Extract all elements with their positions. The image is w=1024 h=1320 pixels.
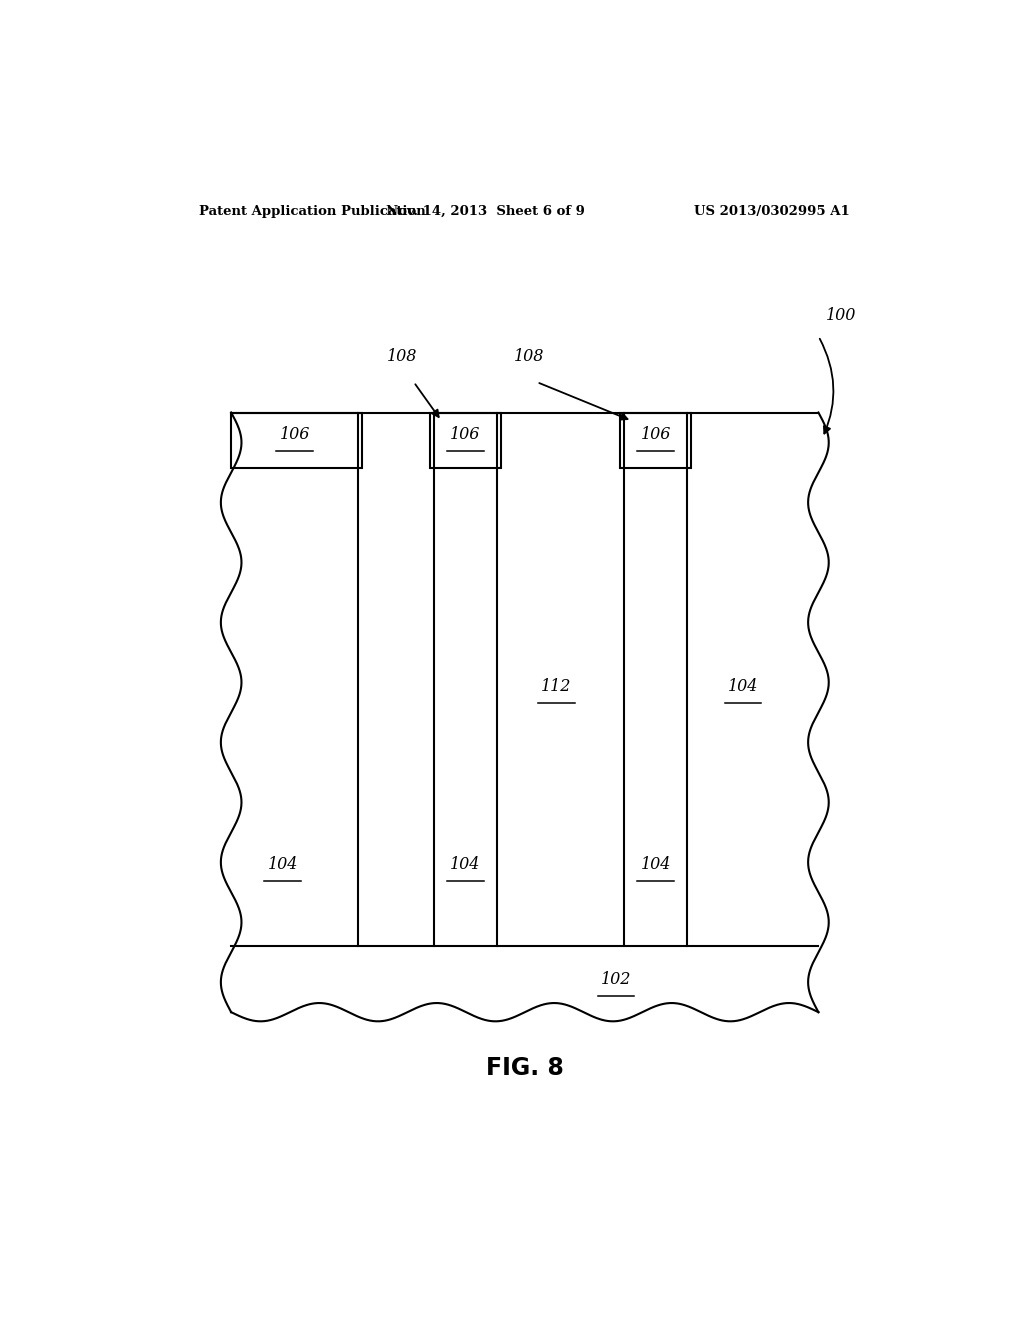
Text: 100: 100 (826, 308, 857, 325)
Bar (620, 412, 691, 469)
Text: 104: 104 (267, 857, 298, 874)
Text: 106: 106 (280, 426, 310, 444)
Text: 112: 112 (542, 678, 571, 696)
Text: 104: 104 (728, 678, 758, 696)
Text: US 2013/0302995 A1: US 2013/0302995 A1 (694, 205, 850, 218)
Text: 108: 108 (387, 348, 417, 366)
Text: 106: 106 (641, 426, 671, 444)
Text: FIG. 8: FIG. 8 (485, 1056, 564, 1080)
Bar (231, 412, 362, 469)
Text: 102: 102 (601, 972, 631, 989)
Text: Nov. 14, 2013  Sheet 6 of 9: Nov. 14, 2013 Sheet 6 of 9 (386, 205, 585, 218)
Text: 104: 104 (641, 857, 671, 874)
Bar (430, 412, 501, 469)
Text: 106: 106 (451, 426, 480, 444)
Text: Patent Application Publication: Patent Application Publication (200, 205, 426, 218)
Text: 104: 104 (451, 857, 480, 874)
Text: 108: 108 (514, 348, 544, 366)
